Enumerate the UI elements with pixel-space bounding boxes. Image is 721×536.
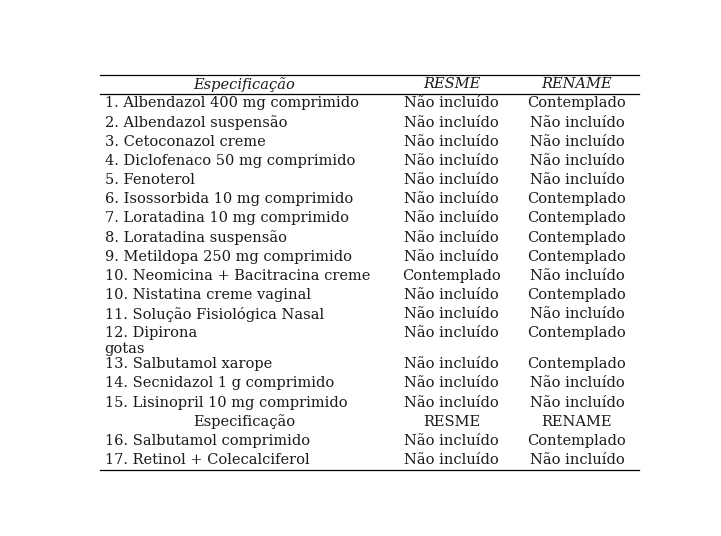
Text: 1. Albendazol 400 mg comprimido: 1. Albendazol 400 mg comprimido [105, 96, 358, 110]
Text: RENAME: RENAME [541, 415, 612, 429]
Text: Não incluído: Não incluído [404, 154, 499, 168]
Text: Contemplado: Contemplado [528, 434, 627, 448]
Text: Contemplado: Contemplado [528, 192, 627, 206]
Text: Não incluído: Não incluído [404, 192, 499, 206]
Text: 17. Retinol + Colecalciferol: 17. Retinol + Colecalciferol [105, 453, 309, 467]
Text: Não incluído: Não incluído [404, 376, 499, 390]
Text: Contemplado: Contemplado [528, 357, 627, 371]
Text: 3. Cetoconazol creme: 3. Cetoconazol creme [105, 135, 265, 149]
Text: 9. Metildopa 250 mg comprimido: 9. Metildopa 250 mg comprimido [105, 250, 352, 264]
Text: 8. Loratadina suspensão: 8. Loratadina suspensão [105, 230, 287, 245]
Text: 7. Loratadina 10 mg comprimido: 7. Loratadina 10 mg comprimido [105, 211, 349, 226]
Text: 13. Salbutamol xarope: 13. Salbutamol xarope [105, 357, 272, 371]
Text: Especificação: Especificação [193, 414, 296, 429]
Text: RESME: RESME [423, 77, 480, 91]
Text: Não incluído: Não incluído [529, 154, 624, 168]
Text: Não incluído: Não incluído [529, 396, 624, 410]
Text: Contemplado: Contemplado [528, 211, 627, 226]
Text: 12. Dipirona: 12. Dipirona [105, 326, 197, 340]
Text: RENAME: RENAME [541, 77, 612, 91]
Text: Contemplado: Contemplado [402, 269, 501, 283]
Text: Contemplado: Contemplado [528, 250, 627, 264]
Text: Não incluído: Não incluído [529, 453, 624, 467]
Text: Não incluído: Não incluído [404, 357, 499, 371]
Text: Não incluído: Não incluído [404, 116, 499, 130]
Text: Não incluído: Não incluído [404, 211, 499, 226]
Text: Contemplado: Contemplado [528, 326, 627, 340]
Text: 2. Albendazol suspensão: 2. Albendazol suspensão [105, 115, 287, 130]
Text: Contemplado: Contemplado [528, 96, 627, 110]
Text: Não incluído: Não incluído [529, 269, 624, 283]
Text: Não incluído: Não incluído [404, 307, 499, 321]
Text: 5. Fenoterol: 5. Fenoterol [105, 173, 195, 187]
Text: 16. Salbutamol comprimido: 16. Salbutamol comprimido [105, 434, 310, 448]
Text: Não incluído: Não incluído [529, 307, 624, 321]
Text: 15. Lisinopril 10 mg comprimido: 15. Lisinopril 10 mg comprimido [105, 396, 348, 410]
Text: Não incluído: Não incluído [404, 396, 499, 410]
Text: Contemplado: Contemplado [528, 230, 627, 244]
Text: Não incluído: Não incluído [529, 376, 624, 390]
Text: Não incluído: Não incluído [529, 173, 624, 187]
Text: 14. Secnidazol 1 g comprimido: 14. Secnidazol 1 g comprimido [105, 376, 334, 390]
Text: 4. Diclofenaco 50 mg comprimido: 4. Diclofenaco 50 mg comprimido [105, 154, 355, 168]
Text: Contemplado: Contemplado [528, 288, 627, 302]
Text: Não incluído: Não incluído [529, 116, 624, 130]
Text: Não incluído: Não incluído [404, 434, 499, 448]
Text: Não incluído: Não incluído [404, 135, 499, 149]
Text: 10. Neomicina + Bacitracina creme: 10. Neomicina + Bacitracina creme [105, 269, 370, 283]
Text: Não incluído: Não incluído [404, 288, 499, 302]
Text: Não incluído: Não incluído [404, 453, 499, 467]
Text: RESME: RESME [423, 415, 480, 429]
Text: 11. Solução Fisiológica Nasal: 11. Solução Fisiológica Nasal [105, 307, 324, 322]
Text: Não incluído: Não incluído [404, 96, 499, 110]
Text: Não incluído: Não incluído [404, 230, 499, 244]
Text: 6. Isossorbida 10 mg comprimido: 6. Isossorbida 10 mg comprimido [105, 192, 353, 206]
Text: Não incluído: Não incluído [404, 173, 499, 187]
Text: Não incluído: Não incluído [404, 250, 499, 264]
Text: Não incluído: Não incluído [404, 326, 499, 340]
Text: gotas: gotas [105, 342, 145, 356]
Text: 10. Nistatina creme vaginal: 10. Nistatina creme vaginal [105, 288, 311, 302]
Text: Não incluído: Não incluído [529, 135, 624, 149]
Text: Especificação: Especificação [193, 77, 295, 92]
